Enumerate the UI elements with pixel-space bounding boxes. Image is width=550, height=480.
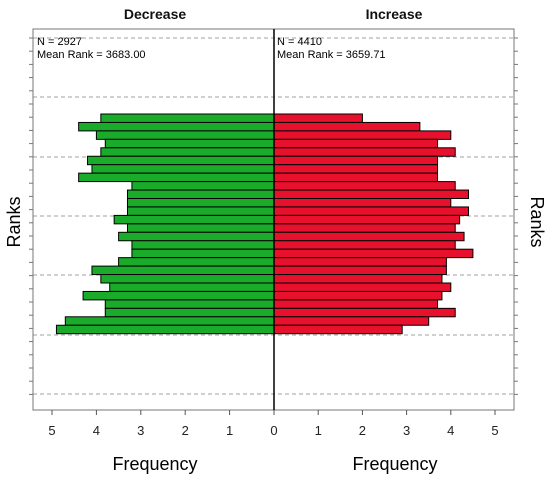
bar-increase-8 [273, 181, 456, 191]
bar-decrease-24 [64, 316, 275, 326]
bar-increase-9 [273, 189, 469, 200]
x-tick-label-left-1: 1 [226, 423, 233, 438]
x-tick-label-left-4: 4 [93, 423, 100, 438]
x-tick-label-right-4: 4 [447, 423, 454, 438]
x-tick-label-right-2: 2 [359, 423, 366, 438]
bar-decrease-13 [126, 223, 275, 233]
bar-increase-10 [273, 198, 452, 208]
bar-decrease-14 [118, 231, 275, 242]
bar-increase-24 [273, 316, 430, 326]
x-tick-label-right-1: 1 [315, 423, 322, 438]
bar-decrease-23 [104, 307, 275, 318]
bar-increase-6 [273, 164, 439, 174]
x-tick-label-left-3: 3 [137, 423, 144, 438]
bar-decrease-25 [55, 324, 275, 335]
title-decrease: Decrease [124, 6, 186, 22]
right-n: N = 4410 [277, 36, 322, 48]
bar-decrease-20 [109, 282, 275, 292]
bar-increase-0 [273, 113, 363, 123]
bar-increase-14 [273, 231, 465, 242]
y-label-left: Ranks [4, 196, 24, 247]
bar-decrease-7 [78, 172, 275, 183]
bar-increase-19 [273, 274, 443, 284]
left-mean-rank: Mean Rank = 3683.00 [37, 49, 146, 61]
x-tick-label-left-0: 0 [270, 423, 277, 438]
bar-increase-18 [273, 265, 447, 276]
bar-decrease-12 [113, 214, 275, 225]
bar-increase-1 [273, 121, 421, 132]
x-tick-label-right-5: 5 [491, 423, 498, 438]
bar-decrease-11 [126, 206, 275, 216]
bar-increase-12 [273, 214, 461, 225]
bar-decrease-22 [104, 299, 275, 309]
bar-increase-7 [273, 172, 439, 183]
bar-increase-21 [273, 290, 443, 301]
bar-increase-22 [273, 299, 439, 309]
bar-increase-4 [273, 147, 456, 157]
title-increase: Increase [366, 6, 423, 22]
bar-decrease-4 [100, 147, 275, 157]
bar-increase-5 [273, 155, 439, 166]
bar-increase-20 [273, 282, 452, 292]
bar-increase-17 [273, 257, 447, 267]
bar-decrease-10 [126, 198, 275, 208]
bar-increase-11 [273, 206, 469, 216]
x-tick-label-left-5: 5 [48, 423, 55, 438]
x-label-left: Frequency [112, 454, 197, 474]
bar-decrease-5 [87, 155, 275, 166]
bar-decrease-16 [131, 248, 275, 259]
bars [55, 113, 474, 335]
bar-increase-3 [273, 138, 439, 149]
ticks: 0 1 1 2 2 3 3 4 4 5 5 [29, 37, 518, 438]
x-label-right: Frequency [352, 454, 437, 474]
bar-decrease-2 [95, 130, 275, 140]
bar-decrease-19 [100, 274, 275, 284]
bar-increase-23 [273, 307, 456, 318]
bar-decrease-8 [131, 181, 275, 191]
bar-decrease-6 [91, 164, 275, 174]
bar-decrease-17 [118, 257, 275, 267]
bar-decrease-3 [104, 138, 275, 149]
left-n: N = 2927 [37, 36, 82, 48]
bar-increase-2 [273, 130, 452, 140]
bar-decrease-0 [100, 113, 275, 123]
bar-decrease-18 [91, 265, 275, 276]
y-label-right: Ranks [527, 196, 547, 247]
bar-increase-15 [273, 240, 456, 250]
bar-decrease-21 [82, 290, 275, 301]
bar-increase-16 [273, 248, 474, 259]
bar-decrease-1 [78, 121, 275, 132]
bar-decrease-9 [126, 189, 275, 200]
bar-increase-13 [273, 223, 456, 233]
x-tick-label-left-2: 2 [182, 423, 189, 438]
bar-decrease-15 [131, 240, 275, 250]
right-mean-rank: Mean Rank = 3659.71 [277, 49, 386, 61]
bar-increase-25 [273, 324, 403, 335]
x-tick-label-right-3: 3 [403, 423, 410, 438]
